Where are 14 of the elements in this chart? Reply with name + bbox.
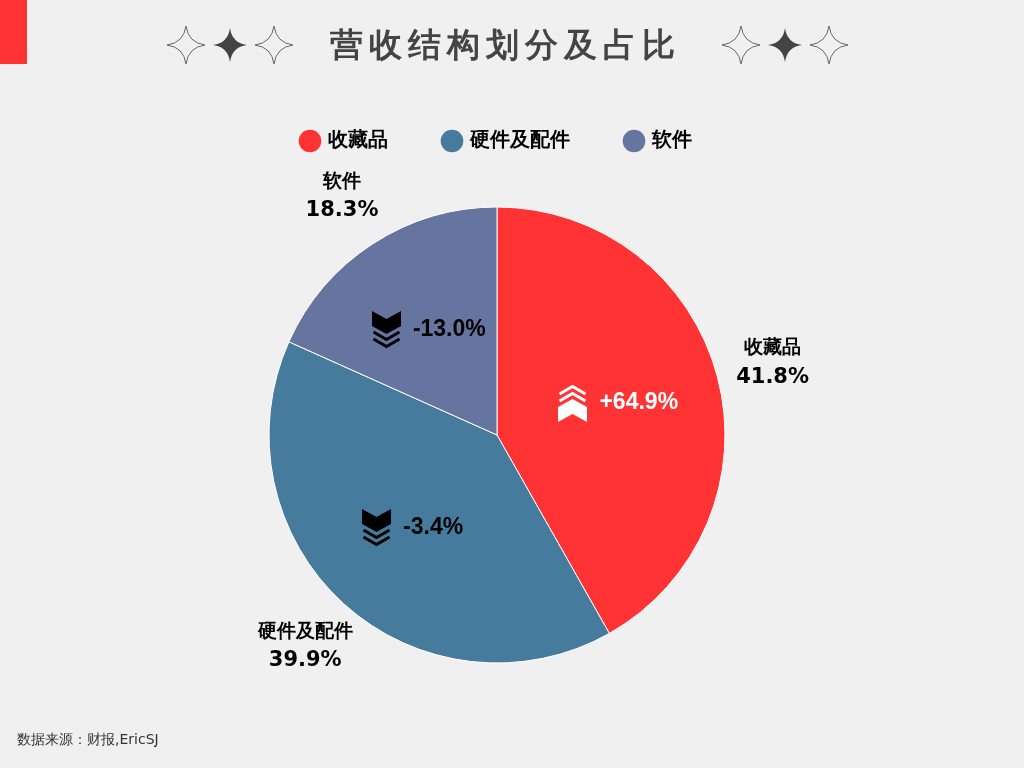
legend-label: 硬件及配件 [469, 127, 570, 152]
legend-label: 软件 [651, 127, 692, 152]
text: +64.9% [599, 388, 679, 415]
text: -3.4% [403, 513, 464, 540]
data-label: 41.8% [736, 363, 810, 388]
slice-label: 软件 [322, 168, 362, 191]
text: -13.0% [412, 315, 486, 342]
legend-label: 收藏品 [328, 127, 388, 152]
slice-label: 收藏品 [744, 335, 802, 358]
data-label: 39.9% [268, 647, 342, 672]
data-label: 18.3% [305, 197, 379, 222]
source-note: 数据来源：财报,EricSJ [17, 731, 159, 749]
slice-label: 硬件及配件 [256, 618, 353, 641]
chart-title: 营收结构划分及占比 [328, 24, 682, 66]
